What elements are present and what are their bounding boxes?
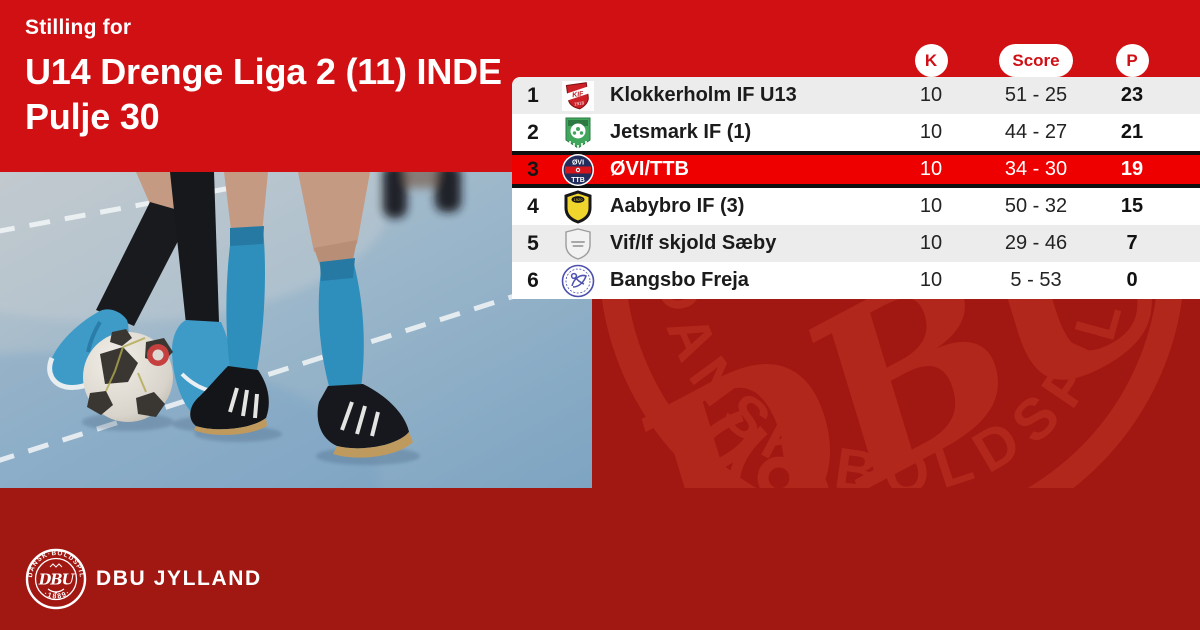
aabybro-if-crest: 1920 <box>554 189 602 224</box>
svg-text:1918: 1918 <box>574 100 585 106</box>
points-cell: 19 <box>1120 158 1144 180</box>
title-block: Stilling for U14 Drenge Liga 2 (11) INDE… <box>25 16 502 139</box>
matches-cell: 10 <box>919 121 943 143</box>
svg-text:ØVI: ØVI <box>572 159 584 166</box>
matches-cell: 10 <box>919 269 943 291</box>
column-pill-score: Score <box>999 44 1073 77</box>
team-name-cell: ØVI/TTB <box>610 158 689 180</box>
points-cell: 23 <box>1120 84 1144 106</box>
dbu-crest-logo: DANSK·BOLDSPIL·UNION ·1889· DBU <box>21 542 88 611</box>
svg-text:TTB: TTB <box>571 177 585 184</box>
matches-cell: 10 <box>919 158 943 180</box>
table-row: 4 1920 Aabybro IF (3) 10 50 - 32 15 <box>512 188 1200 225</box>
futsal-photo <box>0 172 592 488</box>
table-row: 3 ØVI TTB ØVI/TTB 10 34 - 30 19 <box>512 151 1200 188</box>
team-name-cell: Jetsmark IF (1) <box>610 121 752 143</box>
standings-table: K Score P 1 KIF 1918 Klokkerholm IF U13 1… <box>512 44 1200 299</box>
score-cell: 29 - 46 <box>1004 232 1068 254</box>
brand-name: DBU JYLLAND <box>96 567 262 590</box>
klokkerholm-if-crest: KIF 1918 <box>554 79 602 113</box>
table-row: 2 Jetsmark IF (1) 10 44 - 27 21 <box>512 114 1200 151</box>
crest-year-text: ·1889· <box>43 589 73 601</box>
score-cell: 50 - 32 <box>1004 195 1068 217</box>
jetsmark-if-crest <box>554 116 602 150</box>
score-cell: 5 - 53 <box>1010 269 1062 291</box>
column-pill-k: K <box>914 44 948 77</box>
background-players <box>383 172 461 218</box>
table-row: 1 KIF 1918 Klokkerholm IF U13 10 51 - 25 … <box>512 77 1200 114</box>
dbu-watermark-crest: DANSK BOLDSPIL-UNION DBU <box>592 298 1200 488</box>
team-name-cell: Vif/If skjold Sæby <box>610 232 777 254</box>
team-name-cell: Bangsbo Freja <box>610 269 749 291</box>
matches-cell: 10 <box>919 195 943 217</box>
svg-text:1920: 1920 <box>574 197 584 202</box>
score-cell: 34 - 30 <box>1004 158 1068 180</box>
rank-cell: 2 <box>527 120 539 144</box>
eyebrow-text: Stilling for <box>25 16 132 39</box>
rank-cell: 1 <box>527 83 539 107</box>
page-title: U14 Drenge Liga 2 (11) INDE Pulje 30 <box>25 51 502 137</box>
bangsbo-freja-crest <box>554 264 602 298</box>
points-cell: 21 <box>1120 121 1144 143</box>
score-cell: 44 - 27 <box>1004 121 1068 143</box>
svg-text:KIF: KIF <box>572 90 585 99</box>
rank-cell: 3 <box>527 157 539 181</box>
standings-header-row: K Score P <box>512 44 1200 77</box>
points-cell: 7 <box>1126 232 1138 254</box>
team-name-cell: Aabybro IF (3) <box>610 195 745 217</box>
matches-cell: 10 <box>919 84 943 106</box>
vif-skjold-saeby-crest <box>554 227 602 261</box>
table-row: 5 Vif/If skjold Sæby 10 29 - 46 7 <box>512 225 1200 262</box>
team-name-cell: Klokkerholm IF U13 <box>610 84 797 106</box>
crest-monogram: DBU <box>38 572 76 589</box>
score-cell: 51 - 25 <box>1004 84 1068 106</box>
ovi-ttb-crest: ØVI TTB <box>554 153 602 187</box>
rank-cell: 4 <box>527 194 539 218</box>
matches-cell: 10 <box>919 232 943 254</box>
table-row: 6 Bangsbo Freja 10 5 - 53 0 <box>512 262 1200 299</box>
ball <box>83 329 173 422</box>
points-cell: 15 <box>1120 195 1144 217</box>
rank-cell: 6 <box>527 268 539 292</box>
rank-cell: 5 <box>527 231 539 255</box>
player-right-legs <box>190 172 413 458</box>
standings-body: 1 KIF 1918 Klokkerholm IF U13 10 51 - 25 … <box>512 77 1200 299</box>
column-pill-p: P <box>1115 44 1149 77</box>
points-cell: 0 <box>1126 269 1138 291</box>
watermark-wing <box>681 410 829 488</box>
player-left-legs <box>47 172 234 422</box>
